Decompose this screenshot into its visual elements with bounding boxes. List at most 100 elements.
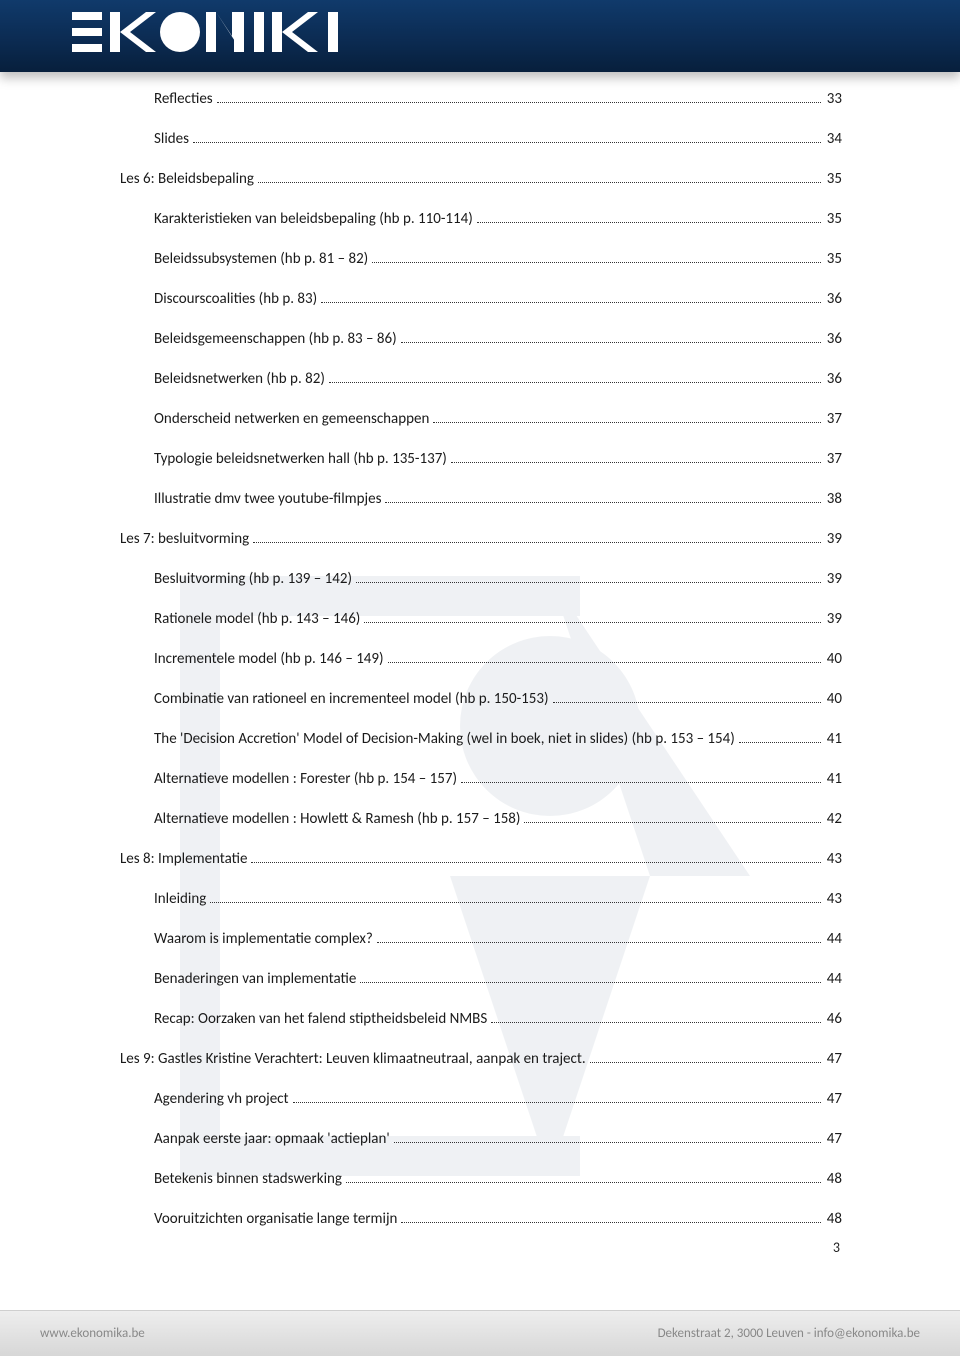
toc-entry-label: Waarom is implementatie complex? [154, 930, 373, 948]
toc-leader-dots [217, 102, 821, 103]
toc-entry-page: 35 [825, 210, 842, 228]
toc-entry-page: 41 [825, 770, 842, 788]
document-page: Reflecties 33 Slides34 Les 6: Beleidsbepali… [0, 0, 960, 1356]
toc-entry[interactable]: Les 9: Gastles Kristine Verachtert: Leuv… [120, 1050, 842, 1068]
toc-entry[interactable]: Illustratie dmv twee youtube-filmpjes38 [120, 490, 842, 508]
toc-leader-dots [372, 262, 821, 263]
toc-leader-dots [394, 1142, 821, 1143]
page-footer: www.ekonomika.be Dekenstraat 2, 3000 Leu… [0, 1310, 960, 1356]
toc-leader-dots [590, 1062, 821, 1063]
toc-entry-page: 36 [825, 330, 842, 348]
toc-entry-page: 39 [825, 570, 842, 588]
toc-entry[interactable]: Slides34 [120, 130, 842, 148]
toc-entry-page: 41 [825, 730, 842, 748]
toc-entry-label: Les 8: Implementatie [120, 850, 247, 868]
toc-entry-page: 36 [825, 370, 842, 388]
toc-entry-label: Combinatie van rationeel en incrementeel… [154, 690, 549, 708]
toc-entry-page: 39 [825, 530, 842, 548]
toc-entry-page: 34 [825, 130, 842, 148]
toc-entry[interactable]: Vooruitzichten organisatie lange termijn… [120, 1210, 842, 1228]
footer-right-text: Dekenstraat 2, 3000 Leuven - info@ekonom… [658, 1326, 920, 1341]
toc-entry[interactable]: Beleidssubsystemen (hb p. 81 – 82) 35 [120, 250, 842, 268]
toc-entry[interactable]: Besluitvorming (hb p. 139 – 142) 39 [120, 570, 842, 588]
toc-entry[interactable]: Alternatieve modellen : Forester (hb p. … [120, 770, 842, 788]
toc-entry-label: Reflecties [154, 90, 213, 108]
toc-entry-label: Incrementele model (hb p. 146 – 149) [154, 650, 384, 668]
toc-leader-dots [377, 942, 821, 943]
toc-entry[interactable]: Alternatieve modellen : Howlett & Ramesh… [120, 810, 842, 828]
toc-entry-label: Karakteristieken van beleidsbepaling (hb… [154, 210, 473, 228]
toc-entry[interactable]: Aanpak eerste jaar: opmaak 'actieplan'47 [120, 1130, 842, 1148]
toc-entry[interactable]: Agendering vh project47 [120, 1090, 842, 1108]
toc-entry-page: 44 [825, 930, 842, 948]
toc-leader-dots [451, 462, 821, 463]
toc-leader-dots [258, 182, 821, 183]
toc-entry-page: 43 [825, 890, 842, 908]
toc-entry[interactable]: Les 6: Beleidsbepaling 35 [120, 170, 842, 188]
toc-entry[interactable]: Les 7: besluitvorming 39 [120, 530, 842, 548]
toc-entry[interactable]: Beleidsnetwerken (hb p. 82) 36 [120, 370, 842, 388]
toc-entry-page: 36 [825, 290, 842, 308]
toc-leader-dots [321, 302, 821, 303]
toc-leader-dots [433, 422, 820, 423]
toc-leader-dots [401, 342, 821, 343]
toc-entry-label: Aanpak eerste jaar: opmaak 'actieplan' [154, 1130, 390, 1148]
toc-entry[interactable]: Discourscoalities (hb p. 83)36 [120, 290, 842, 308]
toc-entry-page: 33 [825, 90, 842, 108]
toc-entry-page: 44 [825, 970, 842, 988]
toc-entry-page: 46 [825, 1010, 842, 1028]
toc-entry-label: Beleidsnetwerken (hb p. 82) [154, 370, 325, 388]
toc-leader-dots [251, 862, 820, 863]
toc-leader-dots [346, 1182, 821, 1183]
toc-entry-page: 35 [825, 170, 842, 188]
toc-entry[interactable]: Reflecties 33 [120, 90, 842, 108]
toc-entry-label: Les 6: Beleidsbepaling [120, 170, 254, 188]
toc-entry[interactable]: Rationele model (hb p. 143 – 146) 39 [120, 610, 842, 628]
toc-entry-label: Vooruitzichten organisatie lange termijn [154, 1210, 397, 1228]
toc-entry[interactable]: The 'Decision Accretion' Model of Decisi… [120, 730, 842, 748]
toc-leader-dots [401, 1222, 820, 1223]
toc-leader-dots [293, 1102, 821, 1103]
toc-leader-dots [388, 662, 821, 663]
toc-entry[interactable]: Incrementele model (hb p. 146 – 149) 40 [120, 650, 842, 668]
toc-entry-page: 40 [825, 650, 842, 668]
brand-logo [72, 6, 362, 58]
toc-entry[interactable]: Waarom is implementatie complex? 44 [120, 930, 842, 948]
toc-entry-label: Rationele model (hb p. 143 – 146) [154, 610, 360, 628]
toc-entry-page: 35 [825, 250, 842, 268]
toc-entry[interactable]: Benaderingen van implementatie 44 [120, 970, 842, 988]
toc-entry-label: Les 7: besluitvorming [120, 530, 249, 548]
toc-entry-label: Typologie beleidsnetwerken hall (hb p. 1… [154, 450, 447, 468]
toc-entry-page: 37 [825, 450, 842, 468]
toc-entry[interactable]: Recap: Oorzaken van het falend stiptheid… [120, 1010, 842, 1028]
toc-entry-page: 47 [825, 1090, 842, 1108]
toc-entry-label: Alternatieve modellen : Forester (hb p. … [154, 770, 457, 788]
footer-left-text: www.ekonomika.be [40, 1326, 145, 1341]
toc-entry-label: Illustratie dmv twee youtube-filmpjes [154, 490, 381, 508]
toc-entry-page: 39 [825, 610, 842, 628]
toc-leader-dots [329, 382, 821, 383]
toc-leader-dots [739, 742, 821, 743]
toc-leader-dots [356, 582, 821, 583]
toc-entry[interactable]: Onderscheid netwerken en gemeenschappen3… [120, 410, 842, 428]
toc-entry-label: Beleidssubsystemen (hb p. 81 – 82) [154, 250, 368, 268]
toc-entry-label: Beleidsgemeenschappen (hb p. 83 – 86) [154, 330, 397, 348]
toc-entry-page: 40 [825, 690, 842, 708]
toc-entry-label: Besluitvorming (hb p. 139 – 142) [154, 570, 352, 588]
toc-leader-dots [524, 822, 820, 823]
toc-leader-dots [364, 622, 820, 623]
toc-entry-label: Betekenis binnen stadswerking [154, 1170, 342, 1188]
toc-entry[interactable]: Inleiding 43 [120, 890, 842, 908]
toc-entry-label: Onderscheid netwerken en gemeenschappen [154, 410, 429, 428]
toc-entry[interactable]: Betekenis binnen stadswerking 48 [120, 1170, 842, 1188]
toc-leader-dots [553, 702, 821, 703]
toc-entry[interactable]: Karakteristieken van beleidsbepaling (hb… [120, 210, 842, 228]
toc-leader-dots [253, 542, 821, 543]
toc-entry-page: 48 [825, 1170, 842, 1188]
toc-entry-label: Benaderingen van implementatie [154, 970, 356, 988]
toc-entry[interactable]: Combinatie van rationeel en incrementeel… [120, 690, 842, 708]
toc-entry[interactable]: Beleidsgemeenschappen (hb p. 83 – 86) 36 [120, 330, 842, 348]
toc-entry-label: Inleiding [154, 890, 206, 908]
toc-entry[interactable]: Typologie beleidsnetwerken hall (hb p. 1… [120, 450, 842, 468]
toc-entry[interactable]: Les 8: Implementatie43 [120, 850, 842, 868]
